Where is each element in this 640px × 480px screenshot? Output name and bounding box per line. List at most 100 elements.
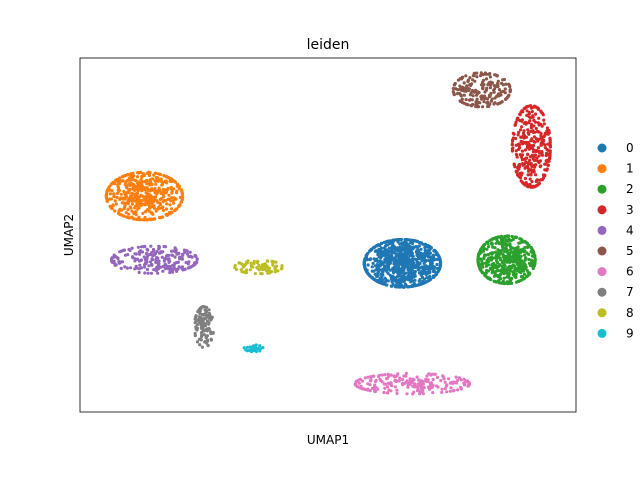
cluster-5-point: [479, 74, 483, 78]
cluster-4-point: [116, 256, 120, 261]
cluster-4-point: [157, 259, 161, 263]
cluster-6-point: [378, 377, 382, 381]
cluster-6-point: [425, 379, 429, 383]
cluster-5-point: [503, 87, 507, 91]
cluster-1-point: [175, 189, 179, 193]
cluster-2-point: [518, 237, 522, 241]
cluster-4-point: [161, 250, 165, 254]
cluster-4-point: [152, 268, 156, 272]
cluster-4-point: [167, 253, 171, 257]
cluster-8-point: [266, 266, 270, 270]
cluster-2-point: [518, 259, 522, 263]
cluster-5-point: [475, 71, 479, 75]
cluster-2-point: [532, 264, 536, 268]
cluster-5-point: [468, 76, 472, 80]
cluster-2-point: [494, 280, 498, 284]
cluster-2-point: [483, 253, 487, 257]
cluster-8-point: [268, 271, 272, 275]
legend: 0 1 2 3 4 5 6 7 8 9: [597, 141, 634, 340]
cluster-8-point: [255, 261, 259, 265]
cluster-1-point: [173, 179, 177, 184]
cluster-2-point: [507, 274, 511, 279]
cluster-3-point: [526, 140, 530, 145]
cluster-2-point: [499, 258, 503, 262]
cluster-4-point: [182, 248, 187, 252]
cluster-0-point: [425, 276, 429, 280]
cluster-5-point: [498, 92, 503, 96]
cluster-8-point: [239, 268, 243, 272]
cluster-0-point: [389, 249, 393, 253]
cluster-1-point: [147, 170, 151, 174]
cluster-5-point: [501, 78, 505, 82]
cluster-6-point: [431, 377, 435, 382]
cluster-3-point: [521, 140, 525, 144]
cluster-4-point: [175, 251, 179, 255]
cluster-6-points: [353, 371, 472, 396]
cluster-1-point: [158, 216, 162, 220]
cluster-5-point: [489, 99, 493, 103]
cluster-2-point: [517, 254, 521, 258]
cluster-1-point: [114, 202, 118, 206]
cluster-6-point: [393, 385, 397, 389]
cluster-3-point: [522, 129, 526, 133]
cluster-5-point: [495, 74, 499, 78]
cluster-5-point: [479, 71, 483, 75]
cluster-3-point: [530, 163, 534, 167]
cluster-4-point: [123, 253, 128, 257]
cluster-2-point: [504, 242, 508, 246]
cluster-1-points: [104, 170, 185, 222]
cluster-4-point: [180, 255, 184, 259]
cluster-2-point: [482, 255, 486, 260]
legend-marker-2: [597, 184, 607, 194]
cluster-0-point: [399, 255, 403, 259]
cluster-1-point: [142, 218, 146, 222]
cluster-1-point: [111, 204, 115, 208]
cluster-5-point: [492, 84, 497, 88]
cluster-5-point: [496, 102, 500, 106]
cluster-1-point: [115, 195, 119, 200]
cluster-0-point: [410, 268, 414, 272]
cluster-5-point: [479, 83, 484, 87]
cluster-0-point: [380, 278, 384, 282]
cluster-4-point: [151, 258, 155, 262]
cluster-0-point: [389, 256, 393, 260]
cluster-5-point: [451, 86, 455, 91]
cluster-3-point: [539, 109, 543, 113]
cluster-2-point: [533, 254, 537, 258]
cluster-1-point: [164, 191, 168, 195]
cluster-6-point: [436, 385, 440, 389]
cluster-0-point: [375, 243, 379, 247]
cluster-4-point: [131, 256, 135, 260]
cluster-0-point: [415, 245, 420, 250]
cluster-1-point: [135, 184, 139, 188]
cluster-2-point: [518, 257, 522, 261]
cluster-2-point: [497, 235, 501, 239]
cluster-8-point: [242, 270, 246, 274]
cluster-0-point: [379, 254, 384, 259]
cluster-5-point: [464, 98, 468, 102]
cluster-0-point: [438, 261, 443, 265]
cluster-0-point: [424, 249, 428, 253]
cluster-0-point: [371, 261, 375, 265]
cluster-1-point: [147, 173, 151, 178]
cluster-1-point: [130, 194, 134, 199]
cluster-6-point: [395, 373, 399, 378]
cluster-3-point: [518, 112, 522, 116]
legend-item-1: 1: [597, 162, 634, 176]
cluster-4-point: [170, 253, 174, 257]
legend-marker-0: [597, 143, 607, 153]
cluster-2-point: [502, 276, 506, 280]
cluster-1-point: [178, 203, 182, 207]
cluster-5-point: [486, 100, 490, 104]
cluster-1-point: [171, 198, 176, 203]
cluster-1-point: [130, 202, 134, 206]
cluster-3-point: [514, 120, 518, 124]
cluster-3-point: [524, 141, 528, 145]
cluster-2-point: [492, 264, 496, 268]
cluster-1-point: [154, 209, 158, 213]
cluster-4-point: [163, 262, 167, 266]
cluster-1-point: [166, 186, 170, 190]
cluster-2-point: [531, 266, 535, 271]
cluster-1-point: [162, 194, 166, 198]
legend-label-9: 9: [626, 326, 634, 340]
